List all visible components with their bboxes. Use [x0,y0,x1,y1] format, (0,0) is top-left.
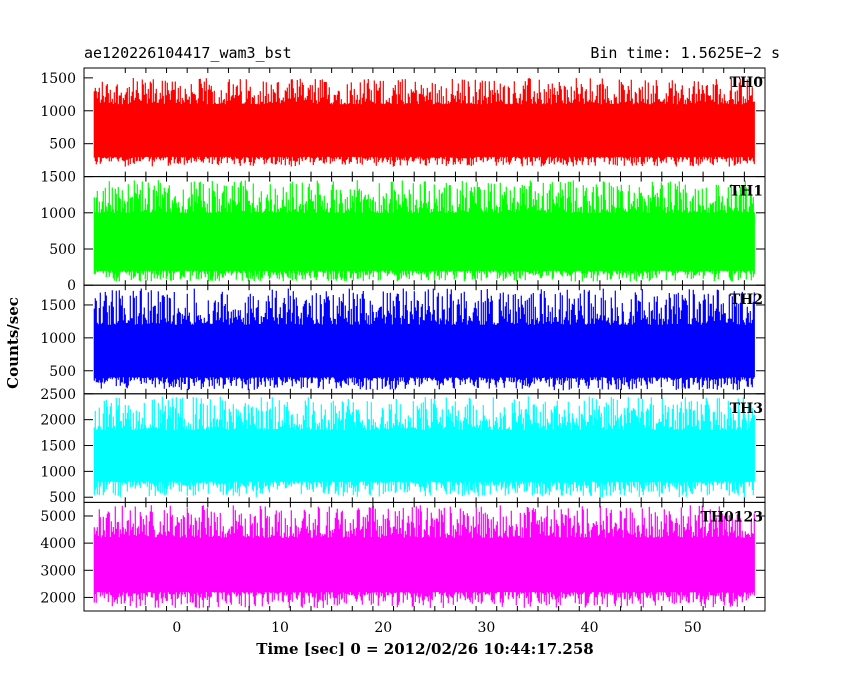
x-tick-label: 20 [374,620,392,636]
y-tick-label: 1000 [40,206,76,222]
x-tick-label: 40 [581,620,599,636]
y-tick-label: 5000 [40,509,76,525]
y-tick-label: 1000 [40,104,76,120]
x-tick-label: 0 [172,620,181,636]
bin-time-label: Bin time: 1.5625E−2 s [590,44,780,62]
y-tick-label: 2000 [40,413,76,429]
chart-title: ae120226104417_wam3_bst [84,44,292,62]
y-tick-label: 2500 [40,387,76,403]
y-tick-label: 0 [67,278,76,294]
series-th1 [93,180,755,282]
y-axis-label: Counts/sec [4,297,22,389]
x-tick-label: 30 [477,620,495,636]
y-tick-label: 500 [49,364,76,380]
y-tick-label: 2000 [40,590,76,606]
y-tick-label: 1000 [40,464,76,480]
y-tick-label: 1500 [40,170,76,186]
series-th0123 [93,505,755,609]
panel-label-th0: TH0 [730,75,764,91]
y-tick-label: 4000 [40,536,76,552]
panel-label-th1: TH1 [730,184,763,200]
panel-label-th3: TH3 [730,401,763,417]
y-tick-label: 1500 [40,71,76,87]
panel-label-th0123: TH0123 [700,509,763,525]
x-axis-label: Time [sec] 0 = 2012/02/26 10:44:17.258 [256,640,593,658]
y-tick-label: 1500 [40,439,76,455]
series-th2 [93,288,755,391]
series-th3 [93,396,755,498]
x-tick-label: 10 [271,620,289,636]
y-tick-label: 500 [49,242,76,258]
series-th0 [93,78,755,167]
y-tick-label: 1000 [40,331,76,347]
y-tick-label: 3000 [40,563,76,579]
y-tick-label: 1500 [40,298,76,314]
panel-frame-th0123 [83,501,766,612]
x-tick-label: 50 [684,620,702,636]
panel-label-th2: TH2 [730,292,763,308]
y-tick-label: 500 [49,137,76,153]
y-tick-label: 500 [49,490,76,506]
